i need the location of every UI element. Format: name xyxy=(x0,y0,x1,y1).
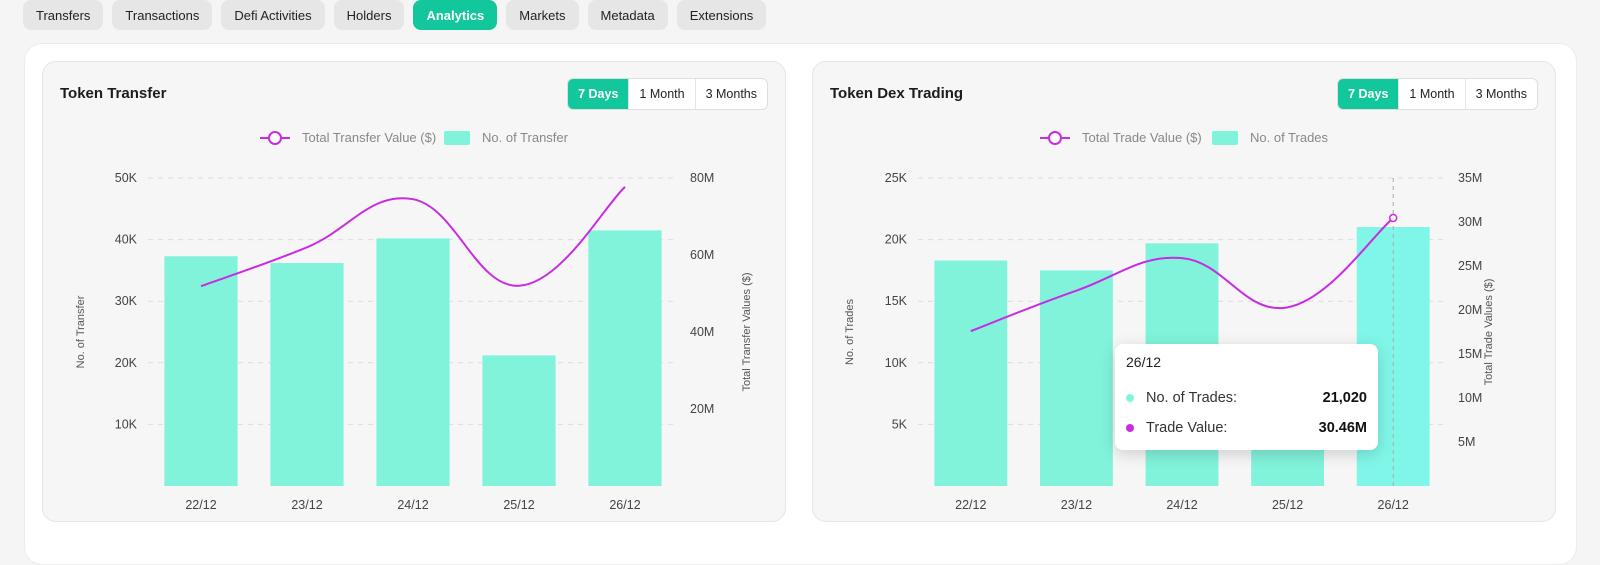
dex-chart-plot: 25K 20K 15K 10K 5K 35M 30M 25M 20M 15M 10M 5M 22/12 2… xyxy=(885,171,1483,512)
x-tick-label: 25/12 xyxy=(503,498,534,512)
legend-line-marker-icon xyxy=(1048,131,1062,145)
y-tick-label-right: 35M xyxy=(1458,171,1482,185)
y-tick-label-right: 15M xyxy=(1458,347,1482,361)
line-point xyxy=(1388,213,1398,223)
card-title: Token Transfer xyxy=(60,85,167,102)
x-tick-label: 25/12 xyxy=(1272,498,1303,512)
tab-bar: Transfers Transactions Defi Activities H… xyxy=(23,0,767,31)
bar xyxy=(588,230,662,486)
x-tick-label: 24/12 xyxy=(1166,498,1197,512)
y-axis-title-left: No. of Trades xyxy=(844,298,856,365)
range-7-days-button[interactable]: 7 Days xyxy=(568,79,629,109)
range-1-month-button[interactable]: 1 Month xyxy=(628,79,694,109)
line-series xyxy=(970,217,1394,333)
x-tick-label: 23/12 xyxy=(291,498,322,512)
y-tick-label-left: 30K xyxy=(115,294,138,308)
tooltip-trades-value: 21,020 xyxy=(1322,390,1367,406)
tooltip-trades-label: No. of Trades: xyxy=(1146,390,1238,406)
y-tick-label-right: 20M xyxy=(1458,303,1482,317)
legend-line-label: Total Transfer Value ($) xyxy=(302,130,436,145)
y-tick-label-right: 60M xyxy=(690,248,714,262)
transfer-chart-plot: 50K 40K 30K 20K 10K 80M 60M 40M 20M 22/12 23/12 24/… xyxy=(115,171,715,512)
y-tick-label-right: 30M xyxy=(1458,215,1482,229)
legend-bar-label: No. of Transfer xyxy=(482,130,569,145)
legend-bar-swatch-icon xyxy=(444,131,470,145)
y-axis-title-left: No. of Transfer xyxy=(75,295,87,368)
trades-dot-icon xyxy=(1126,394,1134,402)
chart-tooltip: 26/12 No. of Trades: 21,020 Trade Value:… xyxy=(1115,344,1378,450)
value-dot-icon xyxy=(1126,424,1134,432)
tab-markets[interactable]: Markets xyxy=(506,0,579,30)
y-tick-label-left: 10K xyxy=(115,417,138,431)
tab-analytics[interactable]: Analytics xyxy=(413,0,498,30)
legend-line-label: Total Trade Value ($) xyxy=(1082,130,1202,145)
y-tick-label-left: 20K xyxy=(115,356,138,370)
x-tick-label: 22/12 xyxy=(185,498,216,512)
y-tick-label-left: 40K xyxy=(115,233,138,247)
y-axis-title-right: Total Trade Values ($) xyxy=(1483,279,1495,386)
y-tick-label-left: 20K xyxy=(885,233,908,247)
tooltip-date: 26/12 xyxy=(1126,354,1162,370)
range-selector: 7 Days 1 Month 3 Months xyxy=(1337,78,1538,110)
bar xyxy=(482,355,556,486)
x-tick-label: 26/12 xyxy=(1378,498,1409,512)
x-tick-label: 24/12 xyxy=(397,498,428,512)
tab-defi-activities[interactable]: Defi Activities xyxy=(221,0,325,30)
y-tick-label-right: 5M xyxy=(1458,435,1475,449)
y-tick-label-left: 25K xyxy=(885,171,908,185)
legend-bar-label: No. of Trades xyxy=(1250,130,1329,145)
tooltip-value-value: 30.46M xyxy=(1318,420,1367,436)
y-tick-label-left: 5K xyxy=(892,417,908,431)
y-axis-title-right: Total Transfer Values ($) xyxy=(741,272,753,391)
y-tick-label-left: 15K xyxy=(885,294,908,308)
bar xyxy=(934,260,1008,486)
legend-dex[interactable]: Total Trade Value ($) No. of Trades xyxy=(1040,130,1329,145)
bar xyxy=(270,263,344,486)
x-tick-label: 22/12 xyxy=(955,498,986,512)
range-selector: 7 Days 1 Month 3 Months xyxy=(567,78,768,110)
line-series xyxy=(200,186,626,288)
tab-extensions[interactable]: Extensions xyxy=(676,0,767,30)
range-3-months-button[interactable]: 3 Months xyxy=(1464,79,1537,109)
legend-transfer[interactable]: Total Transfer Value ($) No. of Transfer xyxy=(260,130,569,145)
tab-holders[interactable]: Holders xyxy=(333,0,405,30)
x-tick-label: 26/12 xyxy=(609,498,640,512)
legend-line-marker-icon xyxy=(268,131,282,145)
tab-transfers[interactable]: Transfers xyxy=(23,0,104,30)
y-tick-label-right: 10M xyxy=(1458,391,1482,405)
bar xyxy=(1039,270,1113,486)
tab-transactions[interactable]: Transactions xyxy=(112,0,213,30)
y-tick-label-right: 25M xyxy=(1458,259,1482,273)
bar xyxy=(376,238,450,486)
y-tick-label-left: 10K xyxy=(885,356,908,370)
y-tick-label-left: 50K xyxy=(115,171,138,185)
tooltip-row-trades: No. of Trades: 21,020 xyxy=(1126,389,1367,407)
tooltip-row-value: Trade Value: 30.46M xyxy=(1126,419,1367,437)
y-tick-label-right: 20M xyxy=(690,402,714,416)
charts-canvas: Total Transfer Value ($) No. of Transfer… xyxy=(75,130,1495,512)
tooltip-value-label: Trade Value: xyxy=(1146,420,1228,436)
y-tick-label-right: 80M xyxy=(690,171,714,185)
tab-metadata[interactable]: Metadata xyxy=(587,0,668,30)
bar xyxy=(164,256,238,486)
card-title: Token Dex Trading xyxy=(830,85,964,102)
x-tick-label: 23/12 xyxy=(1061,498,1092,512)
range-3-months-button[interactable]: 3 Months xyxy=(694,79,767,109)
legend-bar-swatch-icon xyxy=(1212,131,1238,145)
y-tick-label-right: 40M xyxy=(690,325,714,339)
range-7-days-button[interactable]: 7 Days xyxy=(1338,79,1399,109)
range-1-month-button[interactable]: 1 Month xyxy=(1398,79,1464,109)
